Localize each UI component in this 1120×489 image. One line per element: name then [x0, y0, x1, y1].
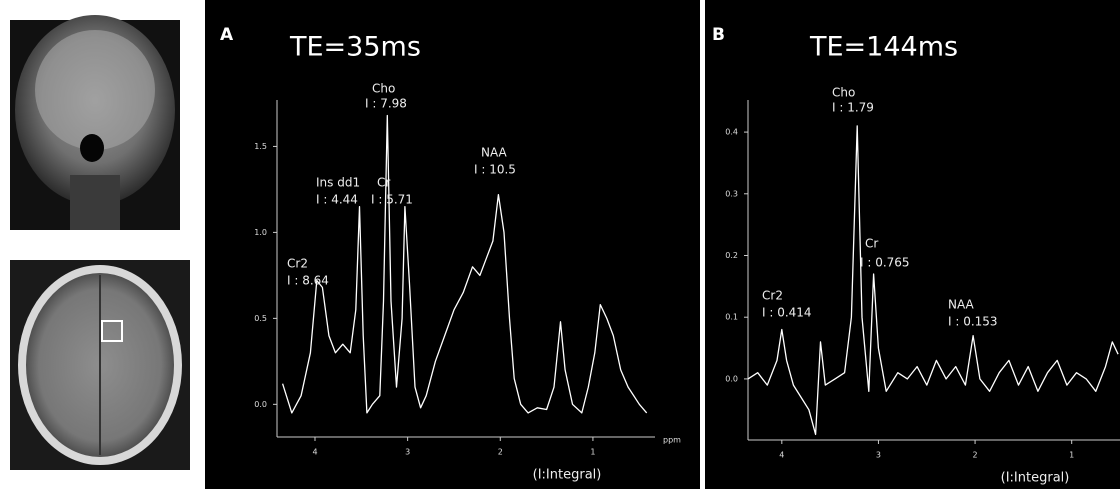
peak-label: Cho — [372, 82, 395, 96]
y-tick-label: 0.5 — [254, 314, 267, 323]
peak-integral: I : 4.44 — [316, 193, 358, 207]
chart-title: TE=144ms — [809, 32, 958, 63]
peak-integral: I : 0.414 — [762, 306, 812, 320]
peak-integral: I : 8.64 — [287, 274, 329, 288]
x-tick-label: 3 — [876, 451, 881, 460]
mri-column — [10, 15, 190, 470]
peak-integral: I : 0.153 — [948, 315, 998, 329]
panel-b — [705, 0, 1120, 489]
x-tick-label: 4 — [779, 451, 784, 460]
peak-integral: I : 0.765 — [860, 256, 910, 270]
y-tick-label: 0.3 — [725, 189, 738, 198]
peak-integral: I : 5.71 — [371, 193, 413, 207]
note: (I:Integral) — [1001, 471, 1070, 486]
panel-a — [205, 0, 700, 489]
x-axis-label: ppm — [663, 436, 681, 445]
note: (I:Integral) — [533, 468, 602, 483]
peak-label: NAA — [948, 298, 975, 312]
x-tick-label: 3 — [405, 448, 410, 457]
peak-label: Cr2 — [762, 289, 783, 303]
x-tick-label: 1 — [590, 448, 595, 457]
y-tick-label: 0.0 — [254, 400, 267, 409]
panel-label: B — [712, 25, 725, 45]
x-tick-label: 1 — [1069, 451, 1074, 460]
y-tick-label: 0.0 — [725, 374, 738, 383]
y-tick-label: 1.0 — [254, 228, 267, 237]
peak-integral: I : 7.98 — [365, 97, 407, 111]
coronal-base — [70, 175, 120, 230]
peak-integral: I : 10.5 — [474, 163, 516, 177]
peak-label: Cr2 — [287, 257, 308, 271]
peak-label: Cho — [832, 86, 855, 100]
x-tick-label: 4 — [312, 448, 317, 457]
chart-title: TE=35ms — [289, 32, 421, 63]
y-tick-label: 0.4 — [725, 128, 738, 137]
y-tick-label: 0.1 — [725, 313, 738, 322]
peak-label: Cr — [377, 176, 390, 190]
peak-label: NAA — [481, 146, 508, 160]
y-tick-label: 0.2 — [725, 251, 738, 260]
peak-label: Ins dd1 — [316, 176, 360, 190]
coronal-cortex — [35, 30, 155, 150]
panel-label: A — [220, 25, 234, 45]
voxel-roi — [101, 320, 123, 342]
coronal-sinus — [80, 134, 104, 162]
peak-label: Cr — [865, 237, 878, 251]
x-tick-label: 2 — [973, 451, 978, 460]
peak-integral: I : 1.79 — [832, 101, 874, 115]
spectrum-line — [747, 125, 1119, 436]
spectrum-line — [281, 114, 648, 414]
y-tick-label: 1.5 — [254, 142, 267, 151]
x-tick-label: 2 — [498, 448, 503, 457]
